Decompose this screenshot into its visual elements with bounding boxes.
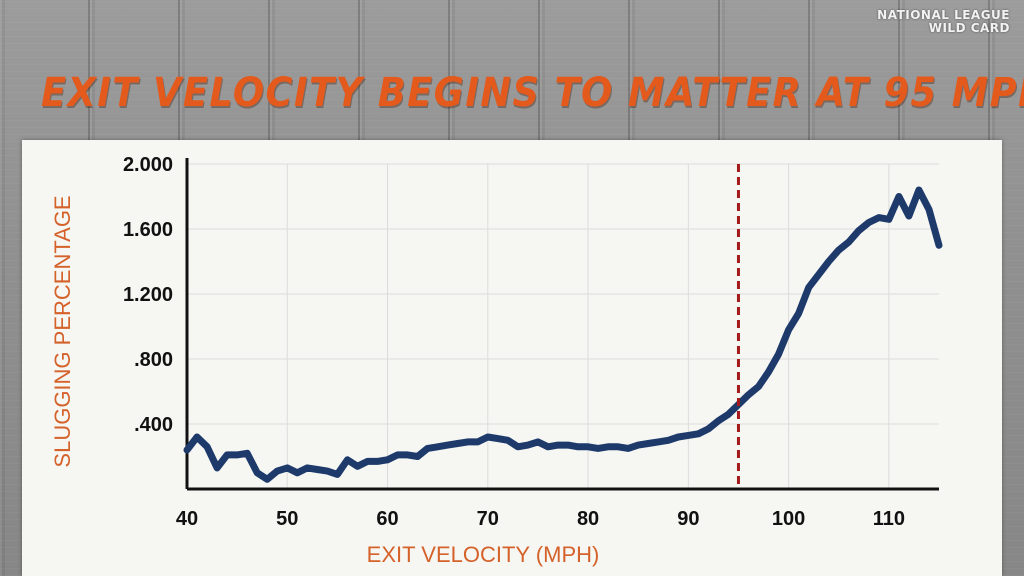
y-tick-label: 1.600 [123, 219, 173, 241]
y-tick-label: 2.000 [123, 154, 173, 176]
x-tick-label: 70 [477, 508, 499, 530]
network-logo-line2: WILD CARD [928, 21, 1010, 35]
chart-panel: .400 .800 1.200 1.600 2.000 40 50 60 70 80 90 100 11… [22, 140, 1002, 576]
chart-title: EXIT VELOCITY BEGINS TO MATTER AT 95 MPH [40, 70, 1024, 116]
x-tick-label: 80 [577, 508, 599, 530]
y-tick-label: .400 [134, 414, 173, 436]
line-chart: .400 .800 1.200 1.600 2.000 40 50 60 70 80 90 100 11… [50, 154, 943, 567]
x-tick-label: 40 [176, 508, 198, 530]
y-tick-label: 1.200 [123, 284, 173, 306]
network-logo: NATIONAL LEAGUE WILD CARD [877, 9, 1010, 35]
series-line [183, 186, 943, 483]
x-tick-label: 100 [772, 508, 805, 530]
x-tick-label: 110 [873, 508, 905, 530]
network-logo-line1: NATIONAL LEAGUE [877, 8, 1010, 22]
y-axis-title: SLUGGING PERCENTAGE [50, 195, 75, 467]
x-tick-label: 50 [276, 508, 298, 530]
x-axis-title: EXIT VELOCITY (MPH) [367, 542, 600, 567]
x-tick-label: 90 [677, 508, 699, 530]
y-tick-label: .800 [134, 349, 173, 371]
x-tick-label: 60 [376, 508, 398, 530]
